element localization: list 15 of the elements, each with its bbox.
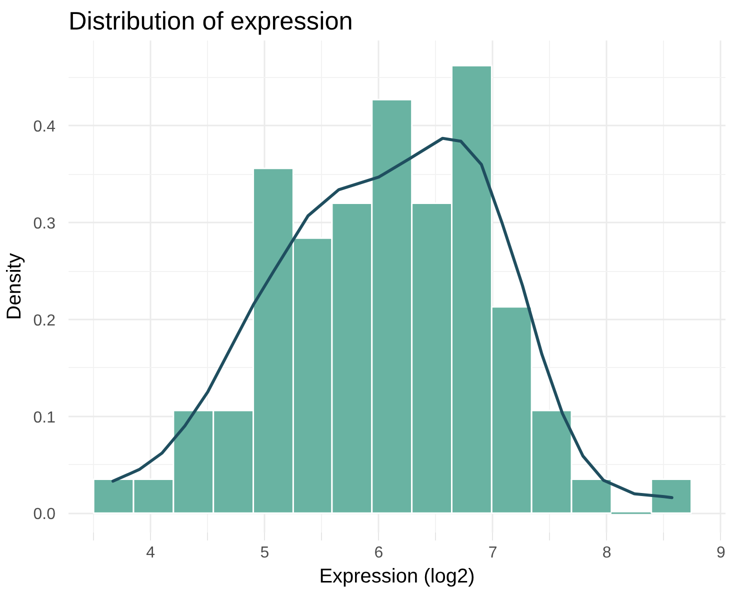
y-tick-label: 0.2 <box>33 312 56 330</box>
x-tick-label: 7 <box>488 544 498 562</box>
x-tick-label: 9 <box>716 544 726 562</box>
x-axis-title: Expression (log2) <box>319 566 475 588</box>
y-tick-label: 0.3 <box>33 216 56 233</box>
x-tick-label: 5 <box>260 544 270 562</box>
x-tick-label: 4 <box>146 544 156 562</box>
y-tick-label: 0.4 <box>33 118 56 136</box>
chart-title: Distribution of expression <box>68 8 353 36</box>
line-series <box>111 136 674 500</box>
y-axis-title: Density <box>3 253 26 320</box>
y-tick-label: 0.1 <box>33 409 56 426</box>
y-tick-label: 0.0 <box>33 506 56 524</box>
x-tick-label: 6 <box>374 544 384 562</box>
x-tick-label: 8 <box>602 544 612 562</box>
